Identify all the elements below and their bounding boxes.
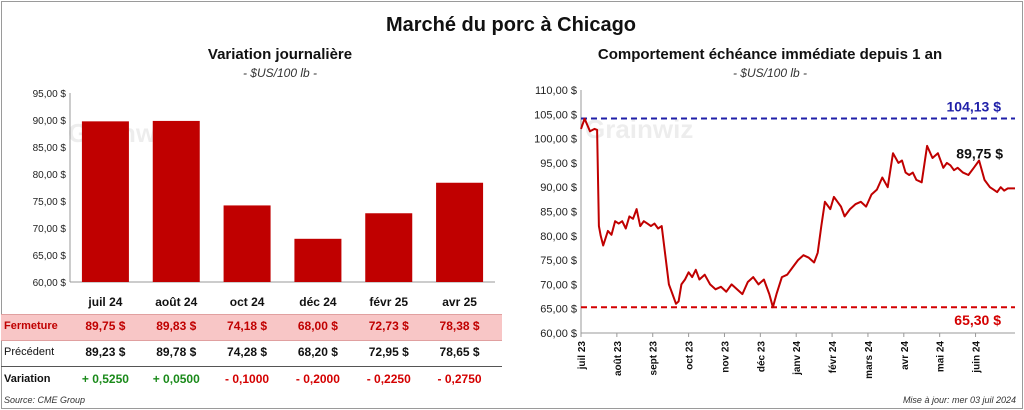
bar-6 [436, 182, 484, 282]
table-cell: 72,73 $ [368, 319, 409, 333]
table-cell: + 0,0500 [152, 372, 200, 386]
x-tick-label: mai 24 [936, 341, 947, 373]
line-chart-title: Comportement échéance immédiate depuis 1… [597, 46, 943, 63]
row-label-previous: Précédent [4, 346, 55, 358]
y-tick-label: 105,00 $ [534, 109, 577, 121]
y-tick-label: 75,00 $ [540, 255, 577, 267]
low-value-label: 65,30 $ [954, 312, 1001, 328]
table-cell: 78,38 $ [439, 319, 480, 333]
x-tick-label: oct 23 [685, 341, 696, 370]
x-tick-label: juin 24 [972, 341, 983, 374]
x-tick-label: oct 24 [230, 295, 265, 309]
x-tick-label: févr 24 [828, 341, 839, 374]
table-cell: + 0,5250 [81, 372, 129, 386]
x-tick-label: déc 24 [299, 295, 337, 309]
x-tick-label: févr 25 [369, 295, 408, 309]
table-cell: 68,20 $ [297, 345, 338, 359]
x-tick-label: sept 23 [649, 341, 660, 376]
table-cell: 78,65 $ [439, 345, 480, 359]
y-tick-label: 85,00 $ [540, 207, 577, 219]
x-tick-label: janv 24 [792, 341, 803, 376]
table-cell: 72,95 $ [368, 345, 409, 359]
y-tick-label: 65,00 $ [540, 304, 577, 316]
y-tick-label: 60,00 $ [33, 278, 67, 289]
x-tick-label: juil 24 [87, 295, 122, 309]
row-label-closing: Fermeture [4, 320, 58, 332]
y-tick-label: 70,00 $ [33, 224, 67, 235]
bar-4 [294, 238, 342, 282]
last-value-label: 89,75 $ [956, 145, 1003, 161]
y-tick-label: 85,00 $ [33, 143, 67, 154]
table-cell: 74,18 $ [227, 319, 268, 333]
line-chart-unit: - $US/100 lb - [732, 66, 808, 80]
table-cell: 89,23 $ [85, 345, 126, 359]
y-tick-label: 65,00 $ [33, 251, 67, 262]
y-tick-label: 70,00 $ [540, 279, 577, 291]
x-tick-label: août 23 [613, 341, 624, 376]
high-value-label: 104,13 $ [947, 99, 1002, 115]
y-tick-label: 80,00 $ [540, 231, 577, 243]
x-tick-label: juil 23 [577, 341, 588, 371]
source-note: Source: CME Group [4, 395, 86, 405]
x-tick-label: avr 25 [442, 295, 477, 309]
y-tick-label: 90,00 $ [540, 182, 577, 194]
x-tick-label: mars 24 [864, 341, 875, 379]
x-tick-label: nov 23 [720, 341, 731, 373]
bar-2 [152, 120, 200, 282]
table-cell: 89,75 $ [85, 319, 126, 333]
bar-chart-title: Variation journalière [207, 46, 353, 63]
table-cell: 89,78 $ [156, 345, 197, 359]
row-label-variation: Variation [4, 373, 51, 385]
y-tick-label: 110,00 $ [535, 85, 577, 97]
table-cell: 68,00 $ [297, 319, 338, 333]
update-note: Mise à jour: mer 03 juil 2024 [902, 395, 1016, 405]
y-tick-label: 75,00 $ [33, 197, 67, 208]
y-tick-label: 90,00 $ [33, 116, 67, 127]
y-tick-label: 95,00 $ [540, 158, 577, 170]
bar-chart-unit: - $US/100 lb - [242, 66, 318, 80]
bar-5 [365, 213, 413, 282]
table-cell: - 0,2750 [437, 372, 482, 386]
bar-3 [223, 205, 271, 282]
table-cell: - 0,1000 [225, 372, 270, 386]
x-tick-label: août 24 [155, 295, 197, 309]
table-cell: 89,83 $ [156, 319, 197, 333]
table-cell: - 0,2000 [295, 372, 340, 386]
y-tick-label: 80,00 $ [33, 170, 67, 181]
table-cell: - 0,2250 [366, 372, 411, 386]
table-cell: 74,28 $ [227, 345, 268, 359]
price-line-series [580, 117, 1015, 309]
y-tick-label: 95,00 $ [33, 89, 67, 100]
page-title: Marché du porc à Chicago [385, 14, 637, 36]
x-tick-label: déc 23 [756, 341, 767, 373]
y-tick-label: 100,00 $ [534, 134, 577, 146]
table-divider [1, 366, 502, 367]
x-tick-label: avr 24 [900, 341, 911, 370]
bar-1 [81, 121, 129, 282]
closing-row-highlight [1, 314, 502, 341]
y-tick-label: 60,00 $ [540, 328, 577, 340]
